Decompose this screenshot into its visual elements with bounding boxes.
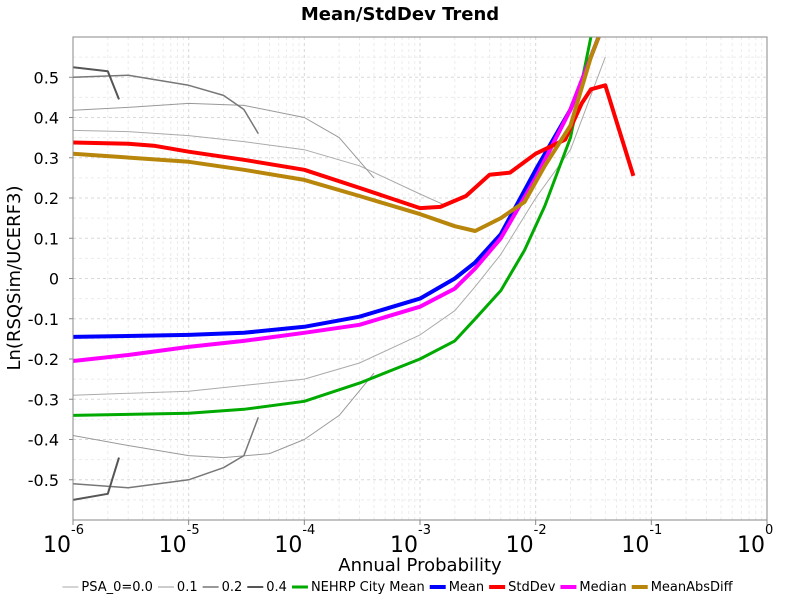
- y-tick-label: -0.5: [28, 471, 59, 490]
- x-tick-label-base: 10: [621, 533, 649, 558]
- series-line-stddev: [73, 83, 636, 211]
- x-tick-label-base: 10: [159, 533, 187, 558]
- series-line-psa-0-0-0: [73, 129, 447, 207]
- grid: [72, 36, 767, 520]
- series-line-median: [73, 37, 601, 363]
- series-line-nehrp-city-mean: [73, 37, 593, 417]
- y-axis-label: Ln(RSQSim/UCERF3): [4, 185, 25, 370]
- x-tick-label-base: 10: [506, 533, 534, 558]
- series-line-0-4: [73, 457, 120, 501]
- series-line-0-2: [73, 74, 259, 134]
- y-tick-label: -0.1: [28, 310, 59, 329]
- x-tick-label-exponent: -3: [418, 523, 431, 538]
- x-tick-label-base: 10: [43, 533, 71, 558]
- legend-label: 0.1: [177, 580, 198, 595]
- series-line-0-4: [73, 66, 120, 100]
- legend-label: Mean: [449, 580, 484, 595]
- series-line-mean: [73, 37, 601, 339]
- legend-label: NEHRP City Mean: [311, 580, 425, 595]
- y-tick-label: 0.5: [34, 68, 59, 87]
- y-tick-label: -0.4: [28, 431, 59, 450]
- x-tick-label-exponent: -1: [649, 523, 662, 538]
- y-tick-label: 0.1: [34, 229, 59, 248]
- y-tick-label: 0.4: [34, 109, 59, 128]
- legend-label: 0.2: [222, 580, 243, 595]
- x-tick-label-exponent: -2: [534, 523, 547, 538]
- series-line-psa-0-0-0: [73, 56, 606, 396]
- x-tick-label-exponent: -6: [71, 523, 84, 538]
- y-tick-label: 0: [49, 270, 59, 289]
- x-axis-label: Annual Probability: [338, 555, 502, 576]
- series-line-meanabsdiff: [73, 37, 601, 233]
- y-axis: 0.5 0.4 0.3 0.2 0.1 0 -0.1 -0.2 -0.3 -0.4 -0.5: [28, 68, 73, 490]
- legend: PSA_0=0.0 0.1 0.2 0.4 NEHRP City Mean Mean Std…: [62, 580, 734, 595]
- legend-label: StdDev: [508, 580, 556, 595]
- legend-label: MeanAbsDiff: [651, 580, 734, 595]
- chart-title: Mean/StdDev Trend: [301, 4, 499, 25]
- legend-label: PSA_0=0.0: [81, 580, 153, 595]
- x-tick-label-exponent: -4: [302, 523, 315, 538]
- series-line-0-1: [73, 102, 375, 179]
- x-tick-label-base: 10: [274, 533, 302, 558]
- x-tick-label-base: 10: [390, 533, 418, 558]
- y-tick-label: -0.2: [28, 350, 59, 369]
- x-tick-label-base: 10: [737, 533, 765, 558]
- y-tick-label: 0.3: [34, 149, 59, 168]
- series-line-0-1: [73, 372, 375, 459]
- legend-label: Median: [579, 580, 626, 595]
- series-group: [73, 37, 636, 501]
- x-tick-label-exponent: 0: [765, 523, 773, 538]
- legend-label: 0.4: [266, 580, 287, 595]
- x-tick-label-exponent: -5: [187, 523, 200, 538]
- y-tick-label: -0.3: [28, 390, 59, 409]
- y-tick-label: 0.2: [34, 189, 59, 208]
- series-line-0-2: [73, 417, 260, 489]
